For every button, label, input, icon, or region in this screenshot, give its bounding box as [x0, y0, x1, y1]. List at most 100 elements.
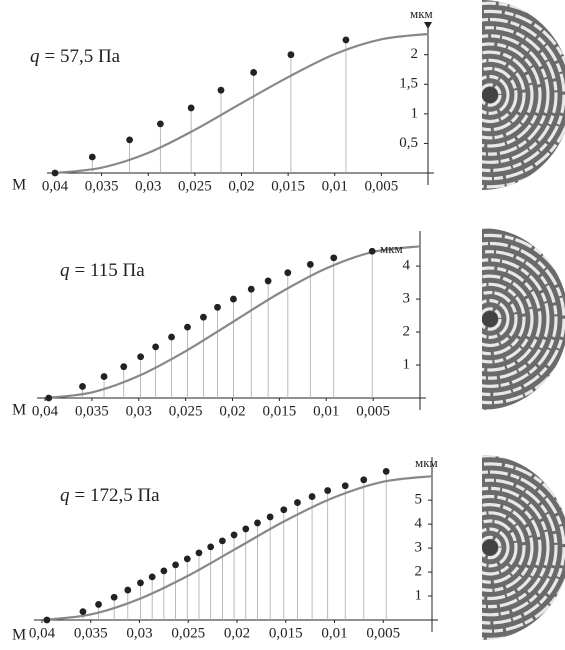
data-point [218, 87, 225, 94]
data-point [120, 363, 127, 370]
data-point [80, 608, 87, 615]
x-tick-label: 0,02 [219, 403, 245, 419]
x-tick-label: 0,03 [126, 403, 152, 419]
data-point [95, 601, 102, 608]
data-point [137, 353, 144, 360]
y-tick-label: 4 [403, 258, 411, 274]
data-point [172, 561, 179, 568]
data-point [157, 121, 164, 128]
x-tick-label: 0,03 [135, 178, 161, 194]
x-tick-label: 0,005 [356, 403, 390, 419]
data-point [231, 532, 238, 539]
y-tick-label: 1 [403, 356, 411, 372]
x-tick-label: 0,005 [365, 178, 399, 194]
x-tick-label: 0,015 [263, 403, 297, 419]
data-point [280, 506, 287, 513]
data-point [45, 395, 52, 402]
data-point [294, 499, 301, 506]
data-point [265, 278, 272, 285]
y-tick-label: 3 [415, 540, 423, 556]
y-tick-label: 2 [411, 46, 419, 62]
x-tick-label: 0,015 [271, 178, 305, 194]
data-point [230, 296, 237, 303]
panel-title: q= 57,5 Па [30, 46, 121, 67]
y-tick-label: 2 [415, 564, 423, 580]
spot [482, 540, 498, 556]
y-tick-label: 5 [415, 492, 423, 508]
data-point [188, 105, 195, 112]
spot [482, 87, 498, 103]
x-unit: М [12, 627, 26, 644]
y-tick-label: 1,5 [399, 76, 418, 92]
y-unit: мкм [410, 6, 433, 21]
panel-title: q= 115 Па [60, 260, 145, 281]
q-value: = 57,5 Па [45, 46, 121, 67]
data-point [43, 617, 50, 624]
data-point [137, 579, 144, 586]
data-point [360, 476, 367, 483]
data-point [168, 334, 175, 341]
data-point [324, 487, 331, 494]
axis-arrow [424, 22, 432, 29]
data-point [111, 594, 118, 601]
figure: 0,040,0350,030,0250,020,0150,010,0050,51… [0, 0, 565, 650]
data-point [79, 383, 86, 390]
data-point [284, 269, 291, 276]
data-point [184, 555, 191, 562]
x-tick-label: 0,025 [178, 178, 212, 194]
x-tick-label: 0,035 [75, 403, 109, 419]
data-point [248, 286, 255, 293]
x-tick-label: 0,04 [42, 178, 69, 194]
data-point [267, 514, 274, 521]
x-tick-label: 0,01 [313, 403, 339, 419]
data-point [101, 373, 108, 380]
x-tick-label: 0,04 [29, 625, 56, 641]
data-point [196, 549, 203, 556]
y-tick-label: 2 [403, 323, 411, 339]
data-point [343, 37, 350, 44]
data-point [369, 248, 376, 255]
y-tick-label: 1 [415, 587, 423, 603]
data-point [242, 526, 249, 533]
x-tick-label: 0,03 [126, 625, 152, 641]
x-unit: М [12, 402, 26, 419]
data-point [149, 573, 156, 580]
y-tick-label: 0,5 [399, 135, 418, 151]
data-point [288, 51, 295, 58]
x-tick-label: 0,01 [321, 625, 347, 641]
y-tick-label: 4 [415, 516, 423, 532]
data-point [200, 314, 207, 321]
data-point [330, 254, 337, 261]
data-point [184, 324, 191, 331]
q-value: = 115 Па [75, 260, 146, 281]
x-tick-label: 0,005 [366, 625, 400, 641]
data-point [160, 567, 167, 574]
q-symbol: q [30, 46, 40, 67]
spot [482, 311, 498, 327]
data-point [207, 543, 214, 550]
x-tick-label: 0,035 [74, 625, 108, 641]
x-tick-label: 0,025 [169, 403, 203, 419]
interferogram [392, 0, 565, 195]
q-value: = 172,5 Па [75, 485, 161, 506]
interferogram [392, 219, 565, 419]
x-tick-label: 0,035 [85, 178, 119, 194]
x-tick-label: 0,01 [322, 178, 348, 194]
data-point [342, 482, 349, 489]
y-unit: мкм [415, 455, 438, 470]
data-point [383, 468, 390, 475]
data-point [124, 587, 131, 594]
data-point [307, 261, 314, 268]
x-tick-label: 0,04 [32, 403, 59, 419]
y-tick-label: 1 [411, 105, 419, 121]
data-point [152, 343, 159, 350]
x-tick-label: 0,025 [171, 625, 205, 641]
data-point [126, 136, 133, 143]
data-point [219, 538, 226, 545]
x-tick-label: 0,02 [224, 625, 250, 641]
y-tick-label: 3 [403, 291, 411, 307]
data-point [52, 170, 59, 177]
data-point [254, 520, 261, 527]
y-unit: мкм [380, 241, 403, 256]
x-tick-label: 0,02 [228, 178, 254, 194]
